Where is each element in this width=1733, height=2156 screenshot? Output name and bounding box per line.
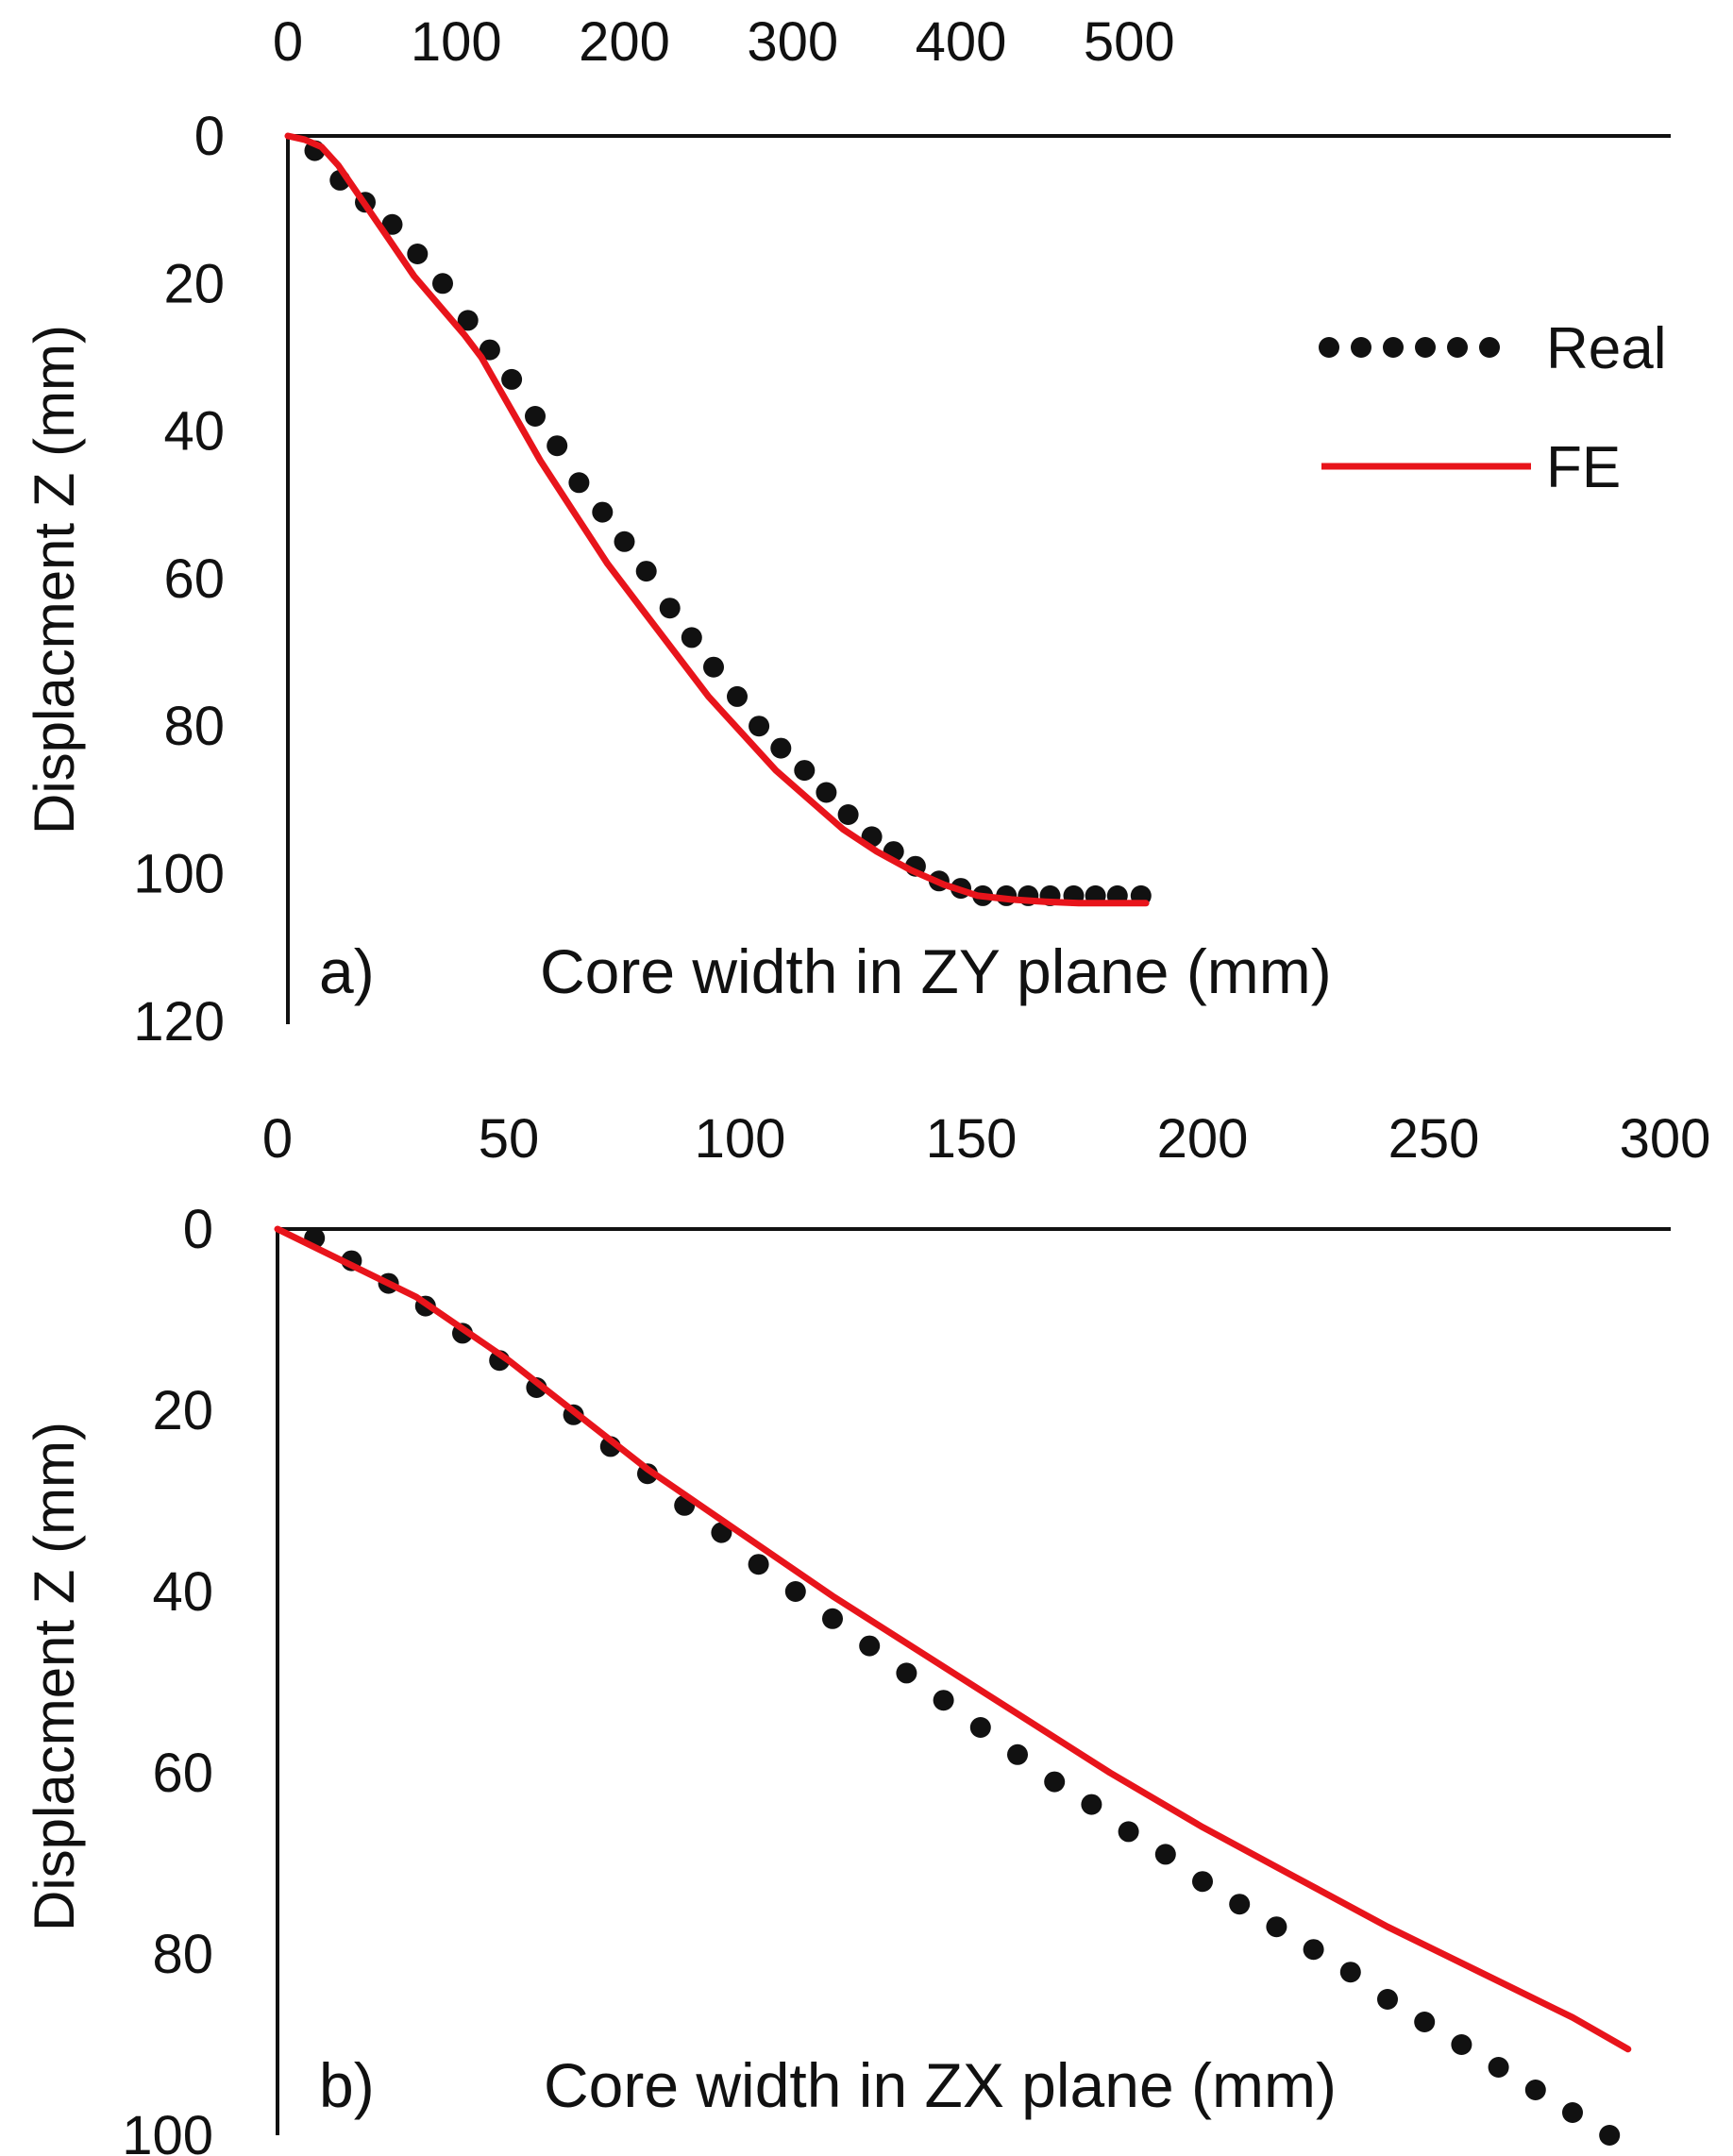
chart-b: 0 50 100 150 200 250 300 0 20 40 60 80 100 Displacm… [23,1108,1710,2156]
chart-b-real-point [1081,1794,1102,1815]
chart-b-real-point [1414,2012,1436,2032]
chart-b-real-point [1303,1939,1324,1961]
chart-a-real-point [501,368,523,390]
chart-b-real-point [896,1662,917,1684]
chart-a-real-point [479,339,500,361]
chart-a-x-tick-label: 200 [579,11,670,73]
chart-a-real-point [407,244,429,264]
legend-fe-label: FE [1546,435,1621,500]
chart-a-y-tick-label: 100 [133,844,225,905]
chart-a-x-tick-label: 300 [747,11,838,73]
chart-b-x-tick-label: 200 [1157,1108,1249,1170]
chart-b-real-point [1524,2080,1546,2100]
chart-b-y-tick-label: 60 [152,1743,213,1804]
legend-real-swatch [1319,337,1500,358]
chart-a-real-point [749,716,770,737]
chart-a-real-point [703,656,724,678]
chart-b-y-tick-label: 40 [152,1561,213,1623]
chart-a-y-tick-label: 20 [163,253,225,314]
chart-a-panel-label: a) [319,936,375,1006]
chart-b-y-tick-label: 0 [183,1199,213,1260]
chart-b-real-point [1266,1916,1287,1938]
chart-b-real-point [969,1717,991,1738]
chart-a-y-axis-label: Displacment Z (mm) [23,325,86,834]
chart-b-real-point [1562,2102,1583,2123]
chart-b-real-point [1377,1989,1398,2010]
chart-b-real-point [1044,1771,1066,1793]
chart-a-real-point [568,472,590,494]
chart-b-real-point [784,1581,806,1602]
chart-a-real-point [614,531,635,552]
chart-b-real-point [1599,2125,1621,2146]
chart-b-panel-label: b) [319,2050,375,2120]
chart-b-y-tick-label: 80 [152,1924,213,1985]
chart-a: 0 100 200 300 400 500 0 20 40 60 80 100 120 Displac… [23,11,1671,1053]
chart-b-real-point [859,1635,881,1657]
chart-b-x-tick-label: 300 [1620,1108,1711,1170]
chart-b-x-tick-label: 0 [262,1108,293,1170]
chart-a-real-point [659,598,681,619]
chart-a-real-point [837,804,859,825]
chart-b-y-tick-label: 20 [152,1380,213,1441]
chart-b-real-point [1488,2057,1509,2078]
chart-a-legend: Real FE [1319,316,1667,500]
chart-b-x-tick-label: 100 [695,1108,786,1170]
chart-a-fe-line [284,132,1150,907]
chart-b-x-axis-label: Core width in ZX plane (mm) [544,2050,1337,2120]
chart-a-x-tick-label: 100 [411,11,502,73]
chart-a-real-point [525,406,546,427]
chart-a-y-tick-label: 120 [133,991,225,1053]
chart-b-x-tick-label: 150 [926,1108,1018,1170]
chart-a-real-point [770,737,792,759]
chart-b-x-tick-label: 250 [1388,1108,1480,1170]
chart-a-real-point [794,760,816,782]
chart-a-x-tick-label: 0 [273,11,303,73]
chart-b-real-point [1118,1821,1139,1843]
chart-a-y-tick-label: 0 [194,106,225,167]
chart-b-real-point [1192,1871,1213,1893]
chart-b-real-point [1229,1894,1251,1915]
chart-b-real-point [1339,1962,1361,1983]
chart-a-real-point [635,561,657,582]
chart-a-x-axis-label: Core width in ZY plane (mm) [540,936,1332,1006]
chart-a-real-point [381,213,403,235]
chart-a-real-point [547,435,568,457]
chart-a-real-point [681,627,702,648]
chart-b-x-tick-label: 50 [479,1108,540,1170]
chart-b-y-axis-label: Displacment Z (mm) [23,1422,86,1931]
chart-a-y-tick-label: 60 [163,548,225,610]
chart-b-real-point [1007,1743,1028,1765]
chart-b-real-point [1451,2034,1472,2055]
legend-real-label: Real [1546,316,1667,381]
chart-a-y-tick-label: 40 [163,401,225,463]
chart-a-x-tick-label: 500 [1084,11,1175,73]
chart-a-x-tick-label: 400 [916,11,1007,73]
chart-a-real-point [816,782,837,803]
chart-a-real-point [457,310,479,331]
chart-a-real-point [432,273,453,295]
chart-b-real-point [933,1690,954,1711]
chart-a-real-point [592,501,614,523]
chart-b-fe-line [274,1225,1632,2053]
chart-b-real-point [822,1608,843,1629]
chart-b-real-point [1154,1844,1176,1865]
chart-a-y-tick-label: 80 [163,696,225,757]
chart-a-real-point [727,685,748,707]
chart-b-real-point [748,1554,769,1575]
chart-b-y-tick-label: 100 [122,2105,213,2156]
